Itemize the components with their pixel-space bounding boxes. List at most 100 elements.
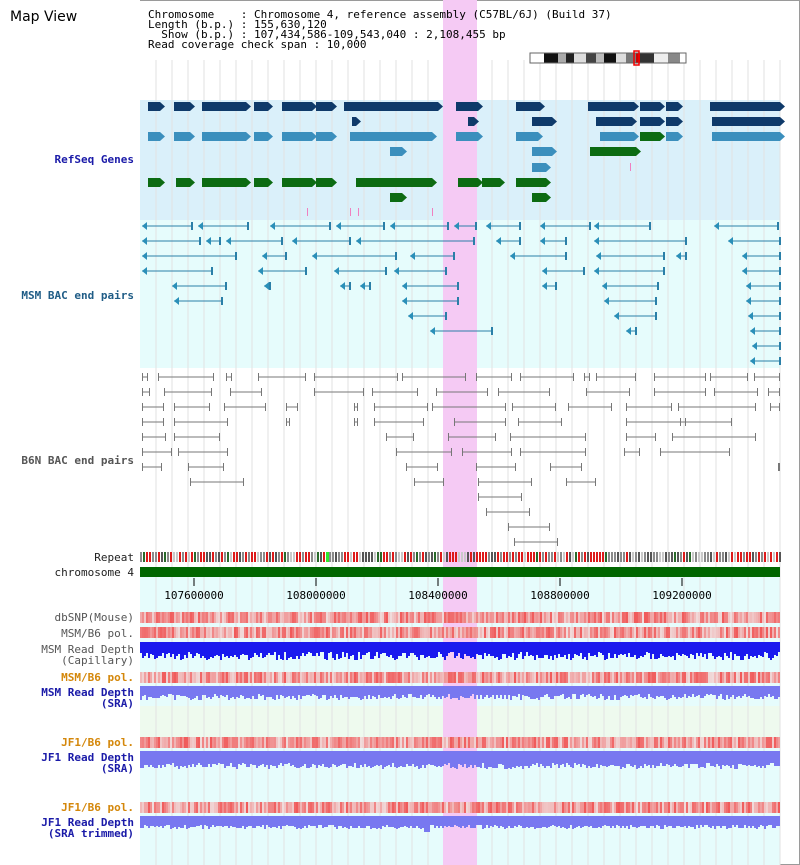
jf1-depth-sra-bar: [778, 751, 780, 766]
msm-pol-2-heat-cell: [634, 672, 636, 683]
msm-depth-cap-bar: [418, 642, 420, 660]
msm-depth-sra-bar: [668, 686, 670, 699]
dbsnp-heat-cell: [410, 612, 412, 623]
jf1-depth-sra-bar: [280, 751, 282, 763]
jf1-pol-2-heat-cell: [570, 802, 572, 813]
jf1-pol-heat-cell: [646, 737, 648, 748]
jf1-depth-trim-bar: [414, 816, 416, 828]
msm-depth-cap-bar: [592, 642, 594, 656]
msm-pol-2-heat-cell: [328, 672, 330, 683]
jf1-pol-heat-cell: [334, 737, 336, 748]
jf1-depth-sra-bar: [372, 751, 374, 767]
b6n-bac-end: [406, 463, 407, 471]
msm-pol-2-heat-cell: [272, 672, 274, 683]
jf1-depth-sra-bar: [336, 751, 338, 767]
jf1-pol-2-heat-cell: [428, 802, 430, 813]
jf1-depth-sra-bar: [478, 751, 480, 767]
msm-depth-cap-bar: [522, 642, 524, 659]
jf1-pol-heat-cell: [428, 737, 430, 748]
jf1-pol-2-heat-cell: [610, 802, 612, 813]
jf1-pol-2-heat-cell: [262, 802, 264, 813]
dbsnp-heat-cell: [746, 612, 748, 623]
jf1-pol-2-heat-cell: [600, 802, 602, 813]
jf1-pol-2-heat-cell: [276, 802, 278, 813]
msm-pol-heat-cell: [610, 627, 612, 638]
jf1-depth-sra-bar: [730, 751, 732, 768]
msm-bac-end: [602, 282, 607, 290]
msm-depth-sra-bar: [290, 686, 292, 699]
msm-depth-sra-bar: [256, 686, 258, 699]
chromosome-line: Chromosome : Chromosome 4, reference ass…: [148, 8, 612, 21]
jf1-pol-2-heat-cell: [344, 802, 346, 813]
msm-depth-sra-bar: [694, 686, 696, 697]
msm-depth-sra-bar: [732, 686, 734, 695]
msm-pol-heat-cell: [432, 627, 434, 638]
b6n-bac-end: [510, 433, 511, 441]
repeat-block: [254, 552, 256, 562]
msm-pol-2-heat-cell: [372, 672, 374, 683]
repeat-block: [572, 552, 574, 562]
msm-depth-sra-bar: [326, 686, 328, 700]
msm-depth-sra-bar: [746, 686, 748, 697]
track-label-refseq[interactable]: RefSeq Genes: [54, 153, 134, 166]
jf1-depth-trim-bar: [658, 816, 660, 826]
dbsnp-heat-cell: [202, 612, 204, 623]
jf1-pol-heat-cell: [542, 737, 544, 748]
gene-exon: [456, 102, 478, 111]
msm-pol-2-heat-cell: [724, 672, 726, 683]
track-label-msm-bac[interactable]: MSM BAC end pairs: [21, 289, 134, 302]
msm-pol-heat-cell: [144, 627, 146, 638]
jf1-depth-sra-bar: [184, 751, 186, 766]
msm-pol-heat-cell: [190, 627, 192, 638]
b6n-bac-end: [710, 373, 711, 381]
repeat-block: [206, 552, 208, 562]
jf1-depth-sra-bar: [258, 751, 260, 766]
msm-pol-2-heat-cell: [354, 672, 356, 683]
msm-pol-heat-cell: [316, 627, 318, 638]
dbsnp-heat-cell: [534, 612, 536, 623]
jf1-depth-trim-bar: [668, 816, 670, 826]
msm-bac-end: [340, 282, 345, 290]
dbsnp-heat-cell: [290, 612, 292, 623]
jf1-pol-heat-cell: [702, 737, 704, 748]
jf1-pol-heat-cell: [196, 737, 198, 748]
jf1-pol-2-heat-cell: [536, 802, 538, 813]
msm-pol-heat-cell: [192, 627, 194, 638]
jf1-pol-2-heat-cell: [658, 802, 660, 813]
msm-pol-2-heat-cell: [182, 672, 184, 683]
msm-pol-heat-cell: [708, 627, 710, 638]
msm-bac-end: [410, 252, 415, 260]
jf1-depth-sra-bar: [174, 751, 176, 767]
jf1-depth-trim-bar: [776, 816, 778, 826]
msm-pol-2-heat-cell: [720, 672, 722, 683]
msm-pol-heat-cell: [424, 627, 426, 638]
jf1-depth-trim-bar: [560, 816, 562, 828]
msm-depth-cap-bar: [228, 642, 230, 658]
track-label-jf1-depth-trim: JF1 Read Depth (SRA trimmed): [41, 816, 134, 840]
msm-depth-cap-bar: [192, 642, 194, 658]
msm-pol-2-heat-cell: [488, 672, 490, 683]
jf1-depth-trim-bar: [746, 816, 748, 828]
msm-depth-cap-bar: [608, 642, 610, 653]
msm-depth-cap-bar: [314, 642, 316, 656]
jf1-pol-heat-cell: [408, 737, 410, 748]
msm-depth-cap-bar: [298, 642, 300, 659]
jf1-pol-heat-cell: [392, 737, 394, 748]
track-label-b6n-bac[interactable]: B6N BAC end pairs: [21, 454, 134, 467]
dbsnp-heat-cell: [280, 612, 282, 623]
msm-depth-sra-bar: [328, 686, 330, 699]
msm-pol-heat-cell: [310, 627, 312, 638]
repeat-block: [302, 552, 304, 562]
axis-tick-label: 108000000: [286, 589, 346, 602]
jf1-depth-trim-bar: [346, 816, 348, 828]
msm-pol-2-heat-cell: [578, 672, 580, 683]
jf1-depth-trim-bar: [180, 816, 182, 828]
msm-depth-sra-bar: [244, 686, 246, 699]
dbsnp-heat-cell: [166, 612, 168, 623]
b6n-bac-end: [624, 448, 625, 456]
dbsnp-heat-cell: [594, 612, 596, 623]
jf1-pol-2-heat-cell: [472, 802, 474, 813]
msm-pol-2-heat-cell: [722, 672, 724, 683]
jf1-depth-trim-bar: [624, 816, 626, 828]
